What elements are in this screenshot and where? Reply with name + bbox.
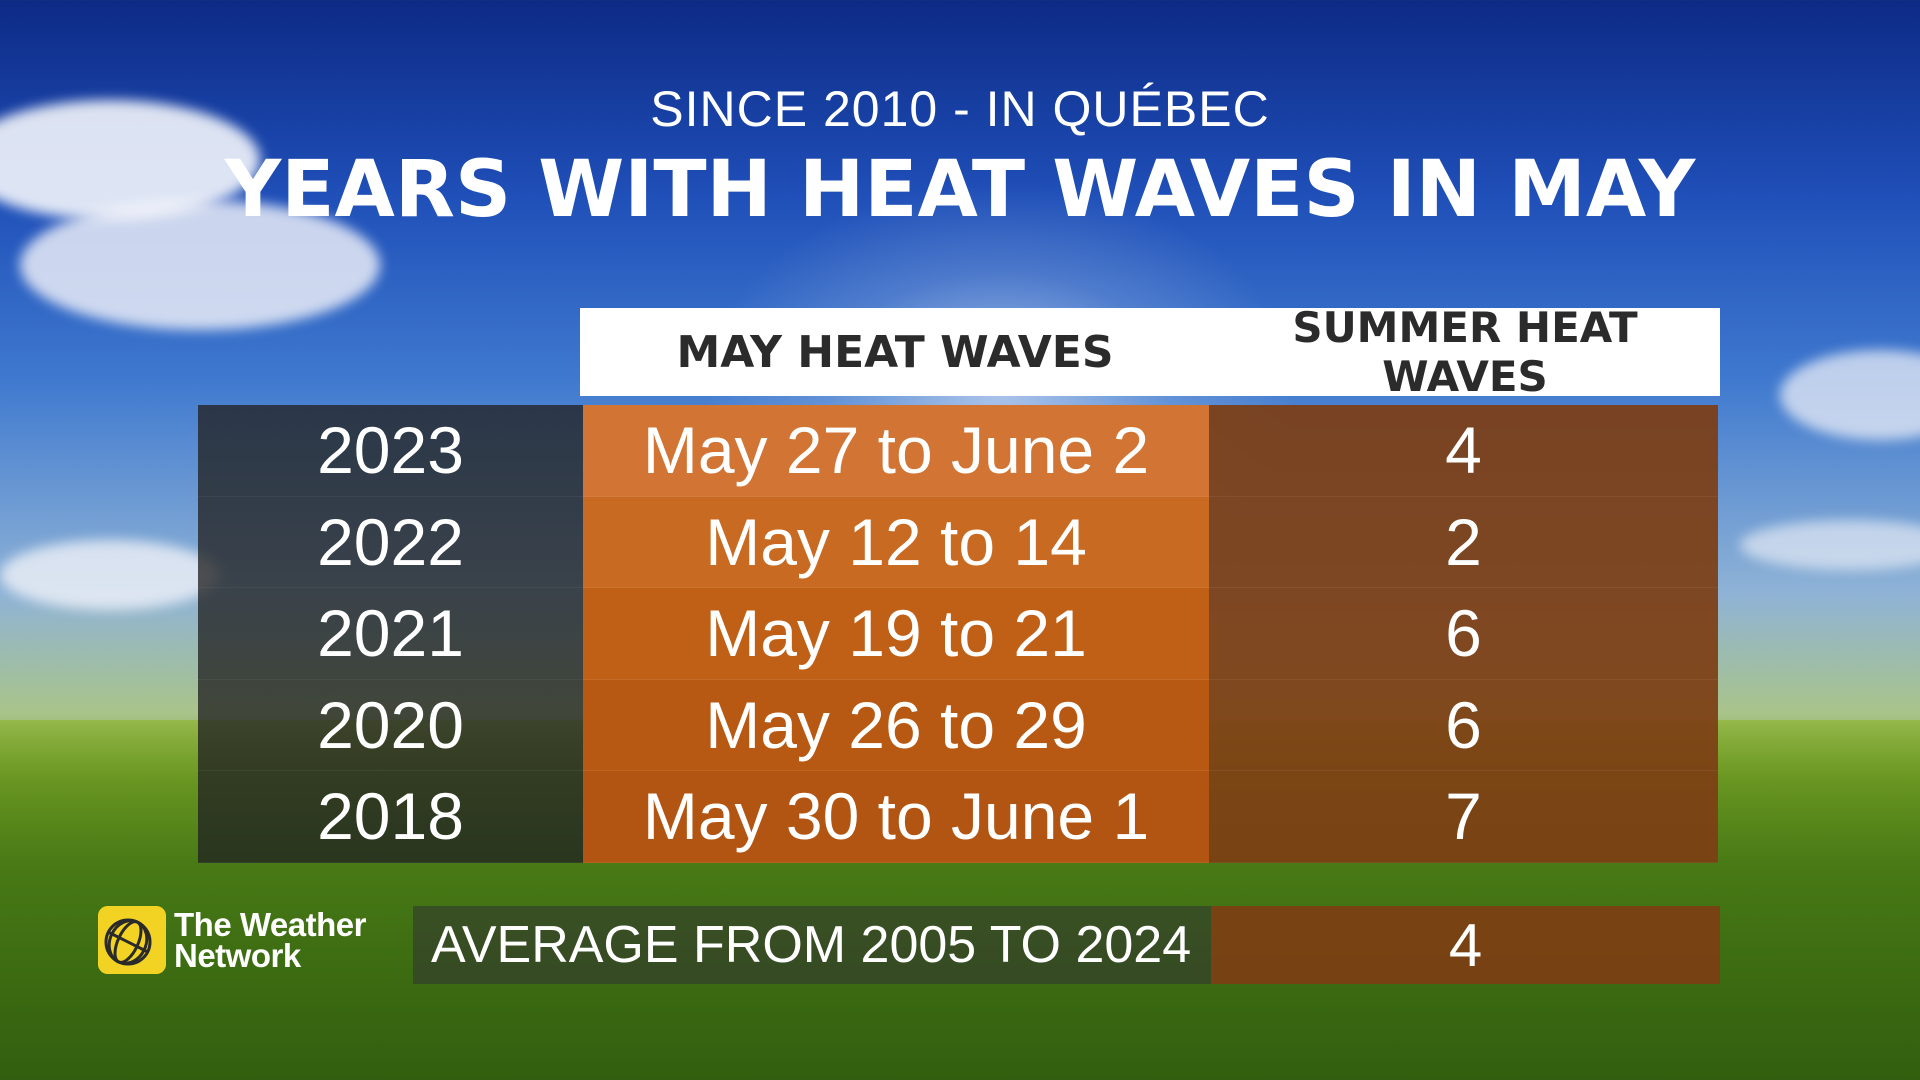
year-cell: 2020 <box>198 679 583 771</box>
summer-heat-wave-cell: 6 <box>1209 588 1718 680</box>
table-row: 2020 May 26 to 29 6 <box>198 679 1718 771</box>
year-cell: 2022 <box>198 496 583 588</box>
cloud <box>1740 520 1920 570</box>
summer-heat-wave-cell: 4 <box>1209 405 1718 497</box>
logo-line-1: The Weather <box>174 906 366 943</box>
summer-heat-wave-cell: 6 <box>1209 679 1718 771</box>
summer-heat-wave-cell: 2 <box>1209 496 1718 588</box>
cloud <box>20 200 380 330</box>
column-header-may: MAY HEAT WAVES <box>676 326 1114 378</box>
table-row: 2023 May 27 to June 2 4 <box>198 405 1718 497</box>
cloud <box>1780 350 1920 440</box>
may-heat-wave-cell: May 30 to June 1 <box>583 771 1209 863</box>
summer-heat-wave-cell: 7 <box>1209 771 1718 863</box>
year-cell: 2018 <box>198 771 583 863</box>
table-header: MAY HEAT WAVES SUMMER HEAT WAVES <box>580 303 1720 401</box>
average-row: AVERAGE FROM 2005 TO 2024 4 <box>413 906 1720 984</box>
may-heat-wave-cell: May 26 to 29 <box>583 679 1209 771</box>
average-label: AVERAGE FROM 2005 TO 2024 <box>413 906 1211 984</box>
average-value: 4 <box>1211 906 1720 984</box>
table-row: 2018 May 30 to June 1 7 <box>198 771 1718 863</box>
year-cell: 2023 <box>198 405 583 497</box>
weather-network-globe-icon <box>98 906 166 974</box>
page-title: YEARS WITH HEAT WAVES IN MAY <box>224 145 1696 235</box>
subtitle: SINCE 2010 - IN QUÉBEC <box>650 81 1270 137</box>
may-heat-wave-cell: May 12 to 14 <box>583 496 1209 588</box>
column-header-summer: SUMMER HEAT WAVES <box>1292 303 1638 401</box>
weather-network-logo: The Weather Network <box>98 906 366 974</box>
heat-wave-table: 2023 May 27 to June 2 4 2022 May 12 to 1… <box>198 405 1718 863</box>
may-heat-wave-cell: May 27 to June 2 <box>583 405 1209 497</box>
year-cell: 2021 <box>198 588 583 680</box>
table-row: 2022 May 12 to 14 2 <box>198 496 1718 588</box>
cloud <box>0 540 220 610</box>
table-row: 2021 May 19 to 21 6 <box>198 588 1718 680</box>
logo-line-2: Network <box>174 937 301 974</box>
may-heat-wave-cell: May 19 to 21 <box>583 588 1209 680</box>
logo-wordmark: The Weather Network <box>174 906 366 974</box>
